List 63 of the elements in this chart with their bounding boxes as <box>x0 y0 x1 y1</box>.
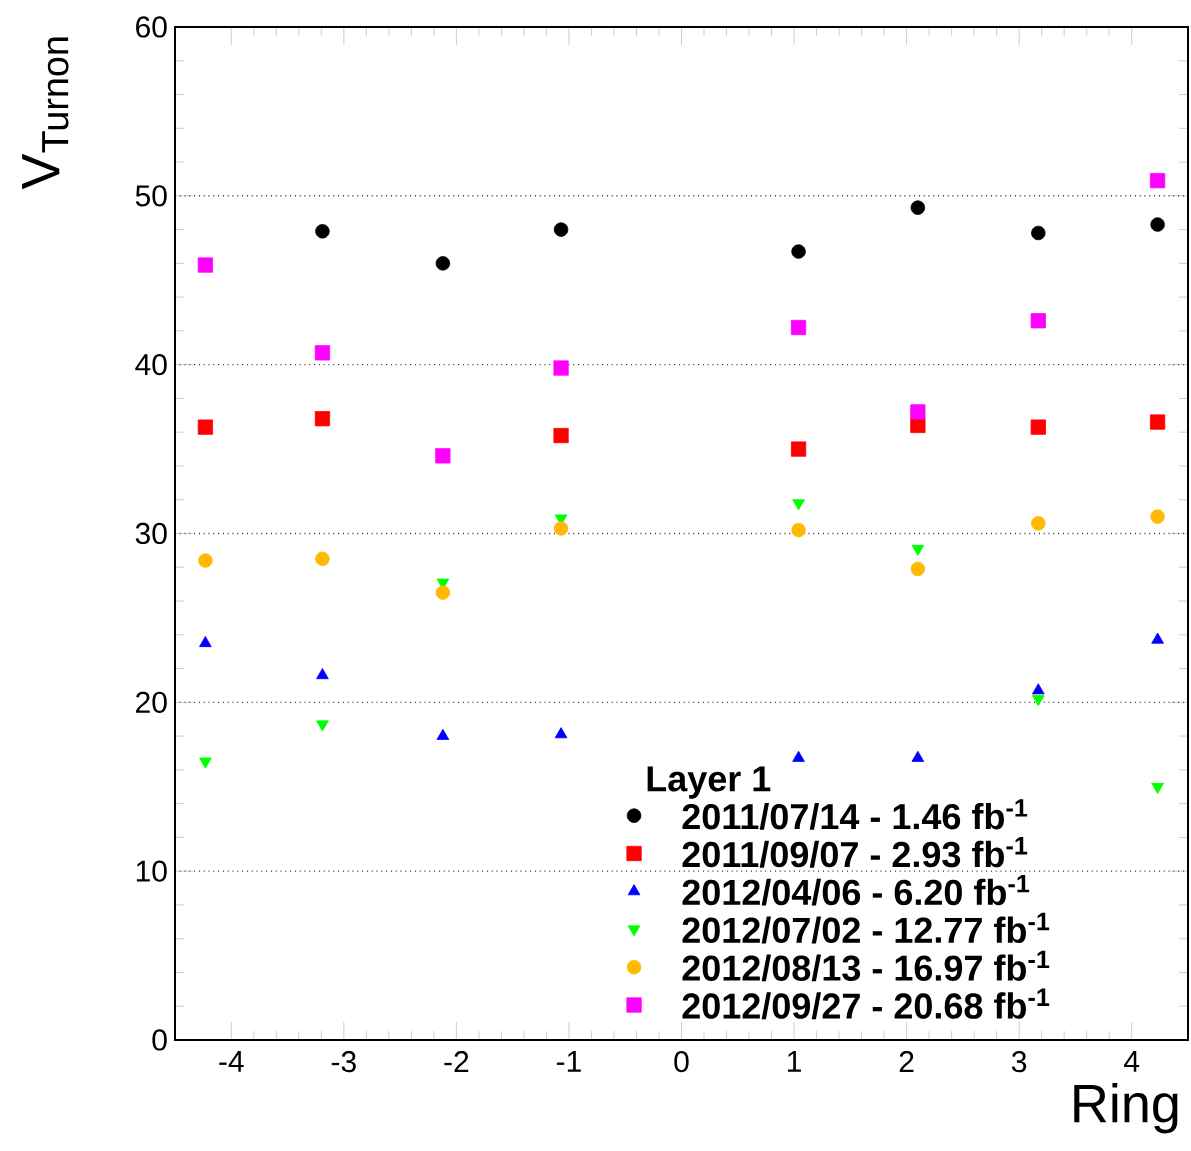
point <box>316 668 329 680</box>
x-tick-label: -4 <box>219 1051 244 1072</box>
point <box>911 750 925 762</box>
y-tick-label: 20 <box>136 691 167 713</box>
legend-label: 2012/07/02 - 12.77 fb$^{-1}$ <box>682 912 1050 944</box>
x-tick-label: 1 <box>788 1051 801 1072</box>
point <box>910 404 926 420</box>
y-tick-label: 40 <box>135 354 167 376</box>
point <box>197 257 213 273</box>
point <box>1031 516 1046 531</box>
point <box>554 727 568 739</box>
point <box>1151 632 1164 644</box>
x-tick-label: 0 <box>674 1051 689 1073</box>
point <box>435 256 451 271</box>
point <box>1150 217 1165 232</box>
x-tick-label: 2 <box>899 1051 914 1072</box>
y-tick-label: 10 <box>136 860 167 882</box>
y-tick-label: 60 <box>136 16 167 38</box>
point <box>911 544 925 556</box>
point <box>197 419 213 435</box>
x-tick-label: -2 <box>444 1051 469 1072</box>
point <box>198 553 213 568</box>
x-tick-label: -3 <box>331 1051 356 1073</box>
point <box>790 319 807 336</box>
x-tick-label: 4 <box>1124 1051 1140 1072</box>
legend-label: 2012/04/06 - 6.20 fb$^{-1}$ <box>682 874 1030 906</box>
point <box>314 411 331 427</box>
point <box>1032 683 1045 695</box>
point <box>910 561 926 577</box>
y-axis-title: V$_{Turnon}$ <box>22 37 69 190</box>
point <box>553 427 569 444</box>
x-tick-label: -1 <box>556 1051 581 1072</box>
point <box>436 728 450 740</box>
point <box>1150 173 1166 189</box>
legend-label: 2012/09/27 - 20.68 fb$^{-1}$ <box>682 988 1050 1020</box>
point <box>553 222 569 237</box>
point <box>435 448 451 464</box>
point <box>553 521 569 536</box>
legend-label: 2012/08/13 - 16.97 fb$^{-1}$ <box>682 950 1050 982</box>
y-tick-label: 30 <box>135 522 167 545</box>
legend-label: 2011/07/14 - 1.46 fb$^{-1}$ <box>682 799 1028 830</box>
point <box>790 441 807 457</box>
point <box>1031 225 1046 241</box>
point <box>910 200 926 215</box>
point <box>553 360 569 376</box>
point <box>435 585 451 600</box>
legend-title: Layer 1 <box>647 766 771 799</box>
point <box>1030 419 1046 435</box>
y-tick-label: 50 <box>135 185 167 207</box>
point <box>792 750 805 762</box>
point <box>314 345 331 361</box>
point <box>1030 313 1046 329</box>
point <box>791 522 806 538</box>
point <box>315 224 330 239</box>
x-tick-label: 3 <box>1011 1051 1027 1073</box>
point <box>791 244 806 259</box>
point <box>199 636 212 648</box>
x-axis-title: Ring <box>1074 1083 1178 1134</box>
y-tick-label: 0 <box>152 1029 167 1051</box>
point <box>1150 414 1166 430</box>
point <box>1150 509 1165 524</box>
point <box>315 551 330 567</box>
legend-label: 2011/09/07 - 2.93 fb$^{-1}$ <box>682 837 1028 868</box>
